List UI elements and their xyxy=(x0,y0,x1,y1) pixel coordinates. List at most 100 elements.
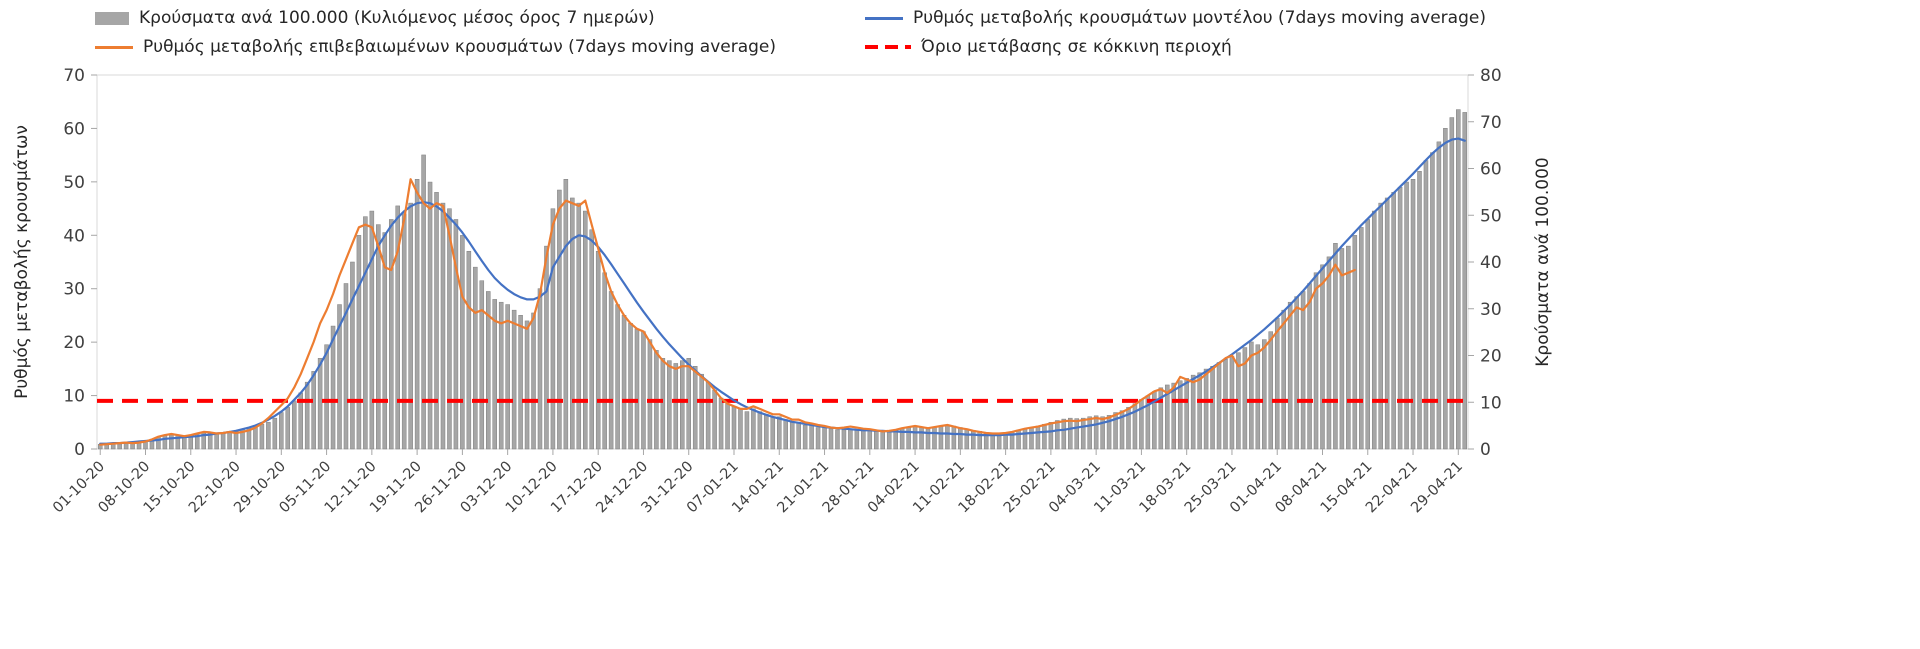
y-left-tick-label: 20 xyxy=(63,333,85,353)
bar-swatch-icon xyxy=(95,11,129,25)
bar xyxy=(796,422,801,450)
y-left-tick-label: 10 xyxy=(63,387,85,407)
bar xyxy=(1417,171,1422,450)
bar xyxy=(563,179,569,450)
bar xyxy=(1210,366,1215,450)
model-line-swatch-icon xyxy=(865,16,903,20)
bar xyxy=(524,320,530,450)
bar xyxy=(1449,117,1455,450)
bar xyxy=(169,434,174,450)
bar xyxy=(466,250,472,450)
bar xyxy=(1223,358,1228,450)
right-axis-title: Κρούσματα ανά 100.000 xyxy=(1533,157,1553,366)
bar xyxy=(285,407,291,450)
bar xyxy=(279,412,284,450)
bar xyxy=(376,224,381,450)
bar xyxy=(906,427,911,450)
bar xyxy=(621,315,627,450)
bar xyxy=(1068,417,1073,450)
bar xyxy=(1384,197,1390,450)
y-right-tick-label: 80 xyxy=(1480,66,1502,86)
bar xyxy=(1126,407,1131,450)
bar xyxy=(343,283,349,450)
y-right-tick-label: 30 xyxy=(1480,300,1502,320)
bar xyxy=(1287,301,1293,450)
bar xyxy=(1462,112,1468,450)
bar xyxy=(673,363,679,450)
bar xyxy=(938,426,944,450)
legend-label-confirmed-line: Ρυθμός μεταβολής επιβεβαιωμένων κρουσμάτ… xyxy=(143,37,777,57)
legend-item-cases-bars[interactable]: Κρούσματα ανά 100.000 (Κυλιόμενος μέσος … xyxy=(95,8,655,28)
legend-item-model-line[interactable]: Ρυθμός μεταβολής κρουσμάτων μοντέλου (7d… xyxy=(865,8,1486,28)
bar xyxy=(201,432,206,450)
bar xyxy=(1436,141,1442,450)
y-left-tick-label: 40 xyxy=(63,226,85,246)
bar xyxy=(1203,368,1209,450)
bar xyxy=(1359,227,1364,450)
bar xyxy=(123,442,129,450)
bar xyxy=(291,400,297,450)
bar xyxy=(356,235,362,450)
bar xyxy=(1106,415,1112,450)
bar xyxy=(738,408,743,450)
bar xyxy=(220,432,226,450)
bar xyxy=(893,430,898,450)
bar xyxy=(1391,192,1396,450)
bar xyxy=(369,210,375,450)
confirmed-line-path xyxy=(99,178,1356,446)
bar xyxy=(589,229,594,450)
bar xyxy=(777,416,782,450)
bar xyxy=(1048,422,1054,450)
bar xyxy=(932,427,937,450)
bar xyxy=(1378,202,1383,450)
bar xyxy=(1268,331,1274,450)
bar xyxy=(718,397,724,450)
bar xyxy=(1346,245,1351,450)
bar xyxy=(337,304,342,450)
bar xyxy=(1320,264,1325,450)
bar xyxy=(460,235,465,450)
bar xyxy=(408,202,413,450)
legend-label-cases-bars: Κρούσματα ανά 100.000 (Κυλιόμενος μέσος … xyxy=(139,8,655,28)
bar xyxy=(764,414,769,450)
bar xyxy=(1100,416,1105,450)
bar xyxy=(667,360,672,450)
bar xyxy=(628,322,633,450)
y-left-tick-label: 30 xyxy=(63,280,85,300)
bar xyxy=(770,416,776,450)
bar xyxy=(492,299,497,450)
bar xyxy=(311,371,316,450)
bar xyxy=(602,272,607,450)
y-left-tick-label: 50 xyxy=(63,173,85,193)
bar xyxy=(802,424,808,450)
bar xyxy=(1197,372,1202,450)
bar xyxy=(401,213,407,450)
bar xyxy=(848,428,853,450)
bar xyxy=(544,245,549,450)
bar xyxy=(382,232,388,450)
legend-item-confirmed-line[interactable]: Ρυθμός μεταβολής επιβεβαιωμένων κρουσμάτ… xyxy=(95,37,776,57)
bar xyxy=(958,427,963,450)
legend-item-threshold-line[interactable]: Όριο μετάβασης σε κόκκινη περιοχή xyxy=(865,37,1232,57)
bar xyxy=(1087,416,1092,450)
bar xyxy=(1371,210,1377,450)
bar xyxy=(1423,160,1429,450)
bar xyxy=(1281,309,1286,450)
bar xyxy=(660,358,666,450)
bar xyxy=(1177,380,1183,450)
y-left-tick-label: 0 xyxy=(74,440,85,460)
y-right-tick-label: 20 xyxy=(1480,347,1502,367)
bar xyxy=(1274,317,1280,450)
bar xyxy=(912,426,918,450)
y-right-tick-label: 50 xyxy=(1480,206,1502,226)
legend: Κρούσματα ανά 100.000 (Κυλιόμενος μέσος … xyxy=(0,0,1920,70)
bar xyxy=(1113,412,1118,450)
bar xyxy=(324,344,329,450)
bar xyxy=(1165,384,1170,450)
bar xyxy=(537,288,543,450)
bar xyxy=(414,179,420,450)
bar xyxy=(725,403,730,450)
bar xyxy=(304,381,310,450)
